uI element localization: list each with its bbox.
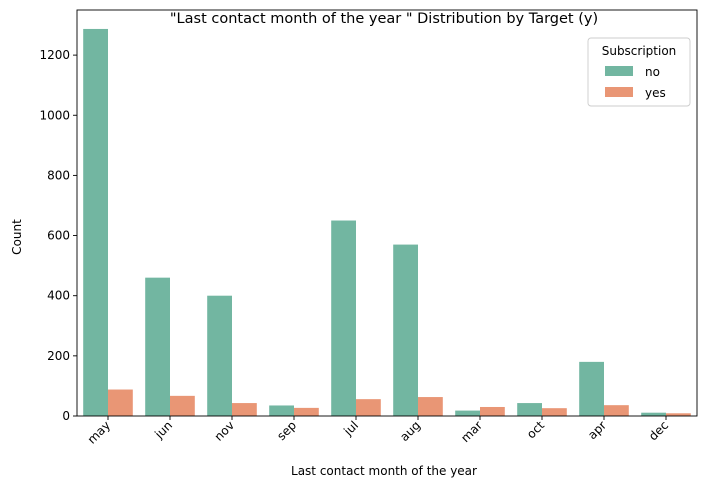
- bar-no-dec: [641, 412, 666, 416]
- x-tick-label-jul: jul: [340, 418, 361, 439]
- legend-swatch-no: [605, 66, 633, 76]
- bar-no-may: [83, 28, 108, 416]
- bar-yes-apr: [604, 405, 629, 416]
- y-tick-label: 1000: [39, 108, 70, 122]
- legend-swatch-yes: [605, 87, 633, 97]
- bar-yes-nov: [232, 403, 257, 416]
- bar-no-jul: [331, 220, 356, 416]
- x-tick-label-may: may: [85, 418, 113, 446]
- bar-no-nov: [207, 295, 232, 416]
- bar-yes-jun: [170, 395, 195, 416]
- bar-yes-aug: [418, 397, 443, 416]
- bar-yes-oct: [542, 408, 567, 416]
- x-tick-label-oct: oct: [524, 418, 547, 441]
- plot-frame: [76, 9, 698, 417]
- y-axis-label: Count: [10, 219, 24, 255]
- legend-title: Subscription: [602, 44, 677, 58]
- y-tick-label: 200: [47, 349, 70, 363]
- bar-no-mar: [455, 410, 480, 416]
- y-tick-label: 800: [47, 168, 70, 182]
- bars-group: [83, 28, 691, 416]
- x-tick-label-aug: aug: [397, 418, 423, 444]
- bar-no-sep: [269, 405, 294, 416]
- y-tick-label: 0: [62, 409, 70, 423]
- bar-no-apr: [579, 361, 604, 416]
- y-tick-label: 600: [47, 229, 70, 243]
- x-tick-label-dec: dec: [646, 418, 671, 443]
- y-tick-label: 400: [47, 289, 70, 303]
- bar-no-aug: [393, 244, 418, 416]
- legend: Subscription no yes: [587, 37, 691, 107]
- chart-title: "Last contact month of the year " Distri…: [170, 11, 598, 27]
- legend-items: no yes: [605, 65, 666, 100]
- x-axis-label: Last contact month of the year: [291, 464, 477, 478]
- bar-yes-jul: [356, 399, 381, 416]
- bar-yes-dec: [666, 413, 691, 416]
- x-tick-label-mar: mar: [458, 418, 485, 445]
- bar-no-jun: [145, 277, 170, 416]
- bar-yes-mar: [480, 406, 505, 416]
- x-axis: may jun nov sep jul aug mar oct apr dec: [85, 416, 671, 447]
- x-tick-label-nov: nov: [212, 418, 238, 444]
- bar-yes-may: [108, 389, 133, 416]
- x-tick-label-sep: sep: [274, 418, 299, 443]
- bar-yes-sep: [294, 407, 319, 416]
- x-tick-label-apr: apr: [585, 418, 609, 442]
- legend-label-no: no: [645, 65, 660, 79]
- y-tick-label: 1200: [39, 48, 70, 62]
- legend-label-yes: yes: [645, 86, 666, 100]
- y-axis: 0 200 400 600 800 1000 1200: [39, 48, 77, 423]
- bar-no-oct: [517, 403, 542, 416]
- x-tick-label-jun: jun: [151, 418, 175, 442]
